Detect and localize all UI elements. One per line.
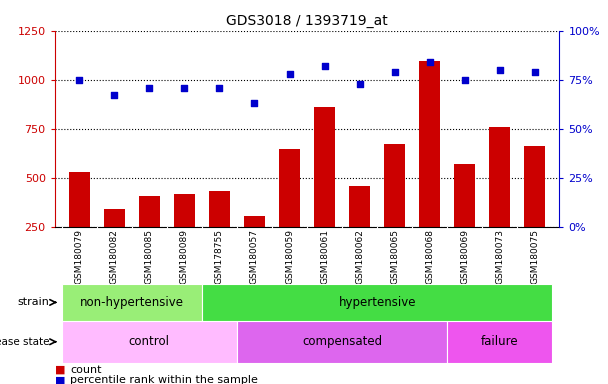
Point: [425, 59, 435, 65]
Text: GSM180079: GSM180079: [75, 230, 84, 285]
Point: [179, 84, 189, 91]
Bar: [244, 216, 265, 276]
Text: GSM180089: GSM180089: [180, 230, 189, 285]
Text: GSM180082: GSM180082: [110, 230, 119, 284]
Bar: [104, 209, 125, 276]
Bar: [419, 61, 440, 276]
Point: [390, 69, 399, 75]
Text: ■: ■: [55, 375, 65, 384]
Text: GSM180069: GSM180069: [460, 230, 469, 285]
Text: GSM180068: GSM180068: [425, 230, 434, 285]
Text: GSM180059: GSM180059: [285, 230, 294, 285]
Text: control: control: [129, 335, 170, 348]
Point: [145, 84, 154, 91]
Text: ■: ■: [55, 365, 65, 375]
Title: GDS3018 / 1393719_at: GDS3018 / 1393719_at: [226, 14, 388, 28]
Bar: [237, 321, 447, 363]
Text: disease state: disease state: [0, 337, 50, 347]
Text: GSM180062: GSM180062: [355, 230, 364, 284]
Text: count: count: [70, 365, 102, 375]
Point: [495, 67, 505, 73]
Bar: [139, 196, 160, 276]
Text: percentile rank within the sample: percentile rank within the sample: [70, 375, 258, 384]
Text: GSM180057: GSM180057: [250, 230, 259, 285]
Text: GSM180061: GSM180061: [320, 230, 329, 285]
Bar: [489, 127, 510, 276]
Bar: [384, 144, 405, 276]
Point: [530, 69, 540, 75]
Bar: [524, 146, 545, 276]
Bar: [62, 284, 202, 321]
Bar: [447, 321, 552, 363]
Point: [215, 84, 224, 91]
Point: [354, 81, 364, 87]
Bar: [174, 194, 195, 276]
Text: strain: strain: [18, 297, 50, 308]
Bar: [69, 172, 90, 276]
Text: failure: failure: [481, 335, 519, 348]
Bar: [209, 191, 230, 276]
Bar: [314, 107, 335, 276]
Bar: [62, 321, 237, 363]
Bar: [279, 149, 300, 276]
Point: [109, 92, 119, 98]
Text: GSM180075: GSM180075: [530, 230, 539, 285]
Bar: [454, 164, 475, 276]
Bar: [349, 186, 370, 276]
Text: GSM180073: GSM180073: [496, 230, 504, 285]
Text: hypertensive: hypertensive: [339, 296, 416, 309]
Text: GSM180085: GSM180085: [145, 230, 154, 285]
Bar: [202, 284, 552, 321]
Point: [74, 77, 84, 83]
Text: GSM180065: GSM180065: [390, 230, 399, 285]
Point: [285, 71, 294, 77]
Text: compensated: compensated: [302, 335, 382, 348]
Text: non-hypertensive: non-hypertensive: [80, 296, 184, 309]
Text: GSM178755: GSM178755: [215, 230, 224, 285]
Point: [320, 63, 330, 69]
Point: [460, 77, 469, 83]
Point: [250, 100, 260, 106]
